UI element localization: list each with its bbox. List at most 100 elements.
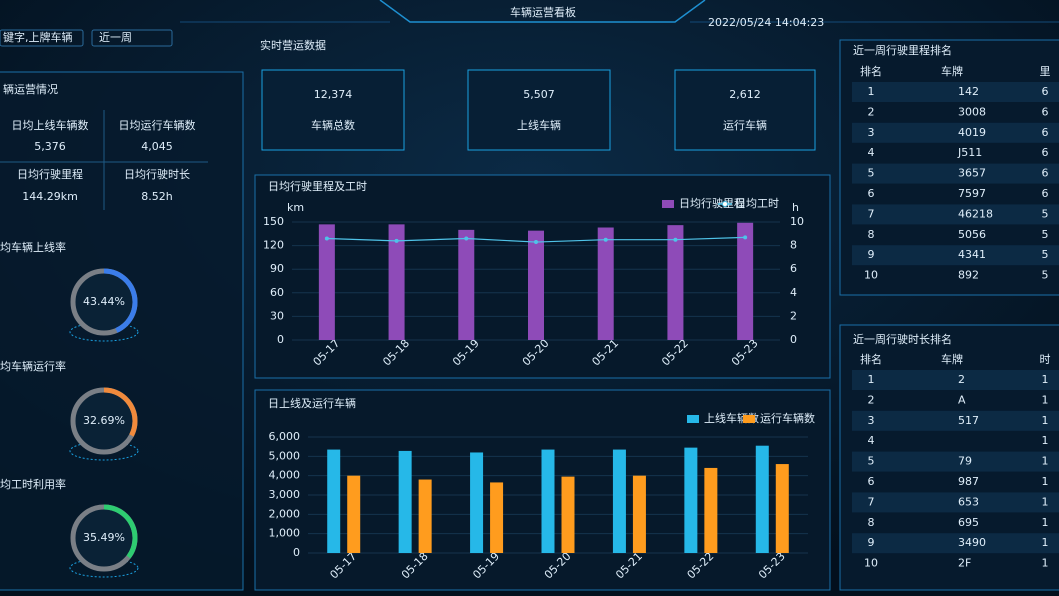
table-cell: 3 <box>868 126 875 139</box>
legend-dot <box>722 201 728 207</box>
card-value: 12,374 <box>314 88 353 101</box>
bar <box>418 479 432 553</box>
bar <box>490 482 504 553</box>
table-cell: 6 <box>1042 126 1049 139</box>
table-cell: 4019 <box>958 126 986 139</box>
line-point <box>464 236 469 241</box>
table-cell: 1 <box>1042 495 1049 508</box>
bar <box>755 445 769 553</box>
table-cell: 3490 <box>958 536 986 549</box>
metric-value: 144.29km <box>22 190 78 203</box>
table-cell: 7 <box>868 207 875 220</box>
bar <box>704 467 718 553</box>
bar <box>318 224 335 340</box>
card-frame <box>467 69 611 151</box>
line-point <box>743 235 748 240</box>
gauge-label: 均车辆上线率 <box>0 240 66 254</box>
table-cell: 10 <box>864 557 878 570</box>
table-row-bg <box>852 163 1059 184</box>
y-tick-label: 120 <box>263 239 284 252</box>
metric-value: 5,376 <box>34 140 66 153</box>
gauge-arc <box>103 268 138 333</box>
table-title: 近一周行驶里程排名 <box>853 43 952 57</box>
table-cell: 695 <box>958 516 979 529</box>
y-tick-label: 3,000 <box>269 488 301 501</box>
y2-tick-label: 2 <box>790 309 797 322</box>
table-cell: 6 <box>868 475 875 488</box>
table-cell: 1 <box>868 373 875 386</box>
y2-tick-label: 10 <box>790 215 804 228</box>
table-header: 车牌 <box>941 64 963 78</box>
table-cell: 2 <box>868 393 875 406</box>
table-cell: 5056 <box>958 228 986 241</box>
chart-title: 日均行驶里程及工时 <box>268 179 367 193</box>
table-cell: 79 <box>958 455 972 468</box>
bar <box>597 227 614 340</box>
table-cell: 1 <box>1042 414 1049 427</box>
table-header: 排名 <box>860 352 882 366</box>
metric-label: 日均上线车辆数 <box>12 118 89 132</box>
table-cell: 5 <box>868 167 875 180</box>
range-select[interactable] <box>91 29 173 47</box>
table-cell: 2 <box>958 373 965 386</box>
table-cell: 7 <box>868 495 875 508</box>
table-cell: 653 <box>958 495 979 508</box>
search-placeholder: 键字,上牌车辆 <box>3 30 73 44</box>
card-label: 车辆总数 <box>311 118 355 132</box>
y-tick-label: 60 <box>270 286 284 299</box>
header-frame <box>379 0 706 23</box>
bar <box>775 464 789 553</box>
table-row-bg <box>852 122 1059 143</box>
table-cell: 5 <box>1042 269 1049 282</box>
gauge-value: 43.44% <box>83 295 125 308</box>
gauge-value: 35.49% <box>83 531 125 544</box>
table-cell: 6 <box>1042 167 1049 180</box>
section-title: 实时营运数据 <box>260 38 326 52</box>
table-cell: 2 <box>868 105 875 118</box>
bar <box>388 224 405 340</box>
page-title: 车辆运营看板 <box>510 5 576 19</box>
y-tick-label: 0 <box>293 546 300 559</box>
table-cell: J511 <box>957 146 982 159</box>
legend-swatch <box>743 415 755 423</box>
table-cell: 7597 <box>958 187 986 200</box>
line-point <box>534 240 538 245</box>
chart-title: 日上线及运行车辆 <box>268 396 356 410</box>
y-tick-label: 90 <box>270 262 284 275</box>
table-row-bg <box>852 533 1059 554</box>
y2-tick-label: 4 <box>790 286 797 299</box>
y-tick-label: 1,000 <box>269 527 301 540</box>
table-header: 排名 <box>860 64 882 78</box>
table-cell: 1 <box>1042 516 1049 529</box>
bar <box>458 229 475 340</box>
card-frame <box>261 69 405 151</box>
gauge-label: 均工时利用率 <box>0 477 66 491</box>
table-cell: 3008 <box>958 105 986 118</box>
y-tick-label: 4,000 <box>269 469 301 482</box>
y2-tick-label: 0 <box>790 333 797 346</box>
y2-tick-label: 8 <box>790 239 797 252</box>
card-value: 5,507 <box>523 88 555 101</box>
table-cell: 892 <box>958 269 979 282</box>
gauge-arc <box>103 387 138 437</box>
table-cell: 1 <box>1042 373 1049 386</box>
card-value: 2,612 <box>729 88 761 101</box>
bar <box>327 449 341 553</box>
gauge-arc <box>103 504 138 559</box>
table-cell: 1 <box>1042 455 1049 468</box>
metric-label: 日均行驶里程 <box>17 167 83 181</box>
table-cell: 1 <box>1042 536 1049 549</box>
line-point <box>673 237 678 242</box>
bar <box>347 475 361 553</box>
y-tick-label: 5,000 <box>269 449 301 462</box>
table-cell: 987 <box>958 475 979 488</box>
table-cell: 5 <box>868 455 875 468</box>
table-cell: 9 <box>868 248 875 261</box>
metric-label: 日均运行车辆数 <box>119 118 196 132</box>
table-cell: 8 <box>868 516 875 529</box>
table-header: 里 <box>1040 65 1051 78</box>
metric-value: 4,045 <box>141 140 173 153</box>
bar <box>737 222 754 340</box>
table-cell: 6 <box>868 187 875 200</box>
